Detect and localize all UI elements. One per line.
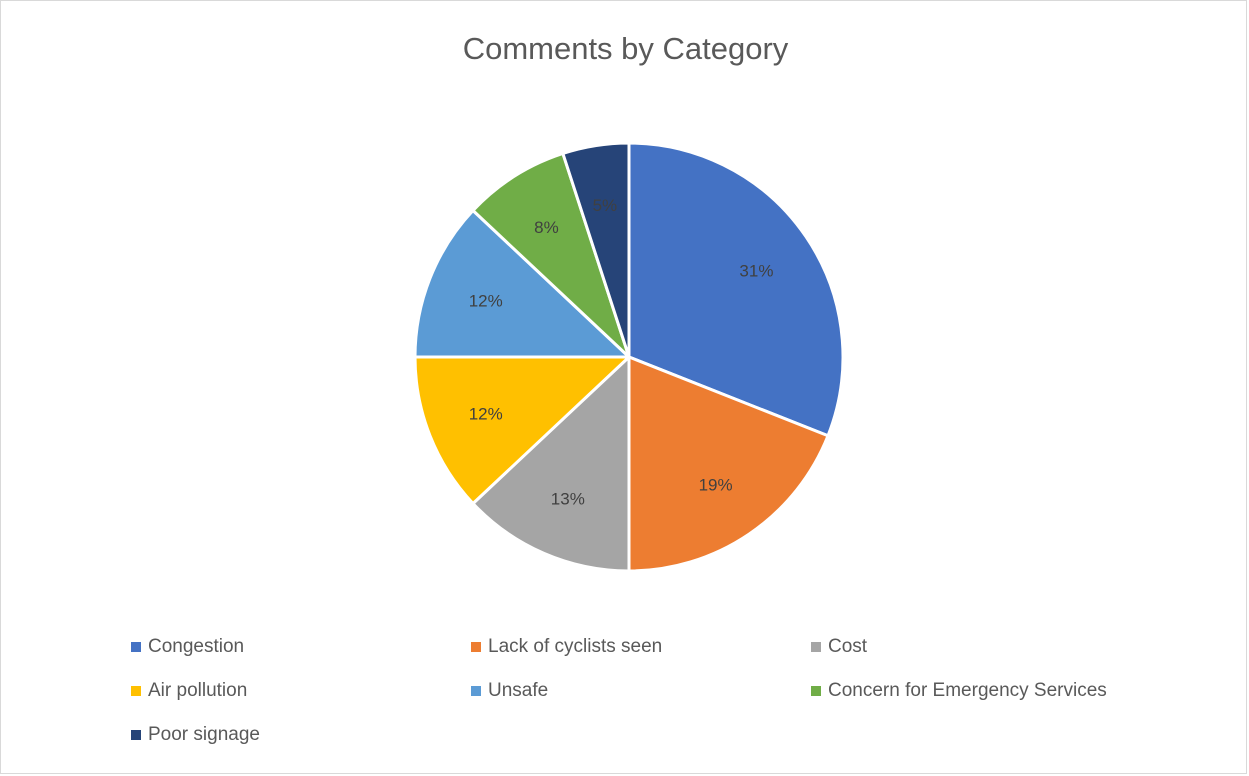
- legend-swatch: [471, 642, 481, 652]
- legend-item-congestion: Congestion: [131, 634, 244, 660]
- legend-label: Poor signage: [148, 724, 260, 745]
- legend-swatch: [811, 642, 821, 652]
- legend-swatch: [131, 730, 141, 740]
- chart-title: Comments by Category: [462, 31, 789, 66]
- pie-slice-unsafe: [413, 209, 631, 359]
- data-label-lack-of-cyclists-seen: 19%: [699, 475, 733, 494]
- legend-swatch: [131, 642, 141, 652]
- legend-label: Unsafe: [488, 680, 549, 701]
- pie-slice-lack-of-cyclists-seen: [627, 355, 830, 573]
- legend-label: Air pollution: [148, 680, 248, 701]
- data-label-concern-for-emergency-services: 8%: [534, 218, 559, 237]
- legend-item-air-pollution: Air pollution: [131, 678, 247, 704]
- pie-slice-concern-for-emergency-services: [471, 151, 631, 359]
- legend-label: Cost: [828, 636, 868, 657]
- data-label-poor-signage: 5%: [593, 196, 618, 215]
- legend-label: Lack of cyclists seen: [488, 636, 663, 657]
- legend-item-poor-signage: Poor signage: [131, 722, 260, 748]
- legend-swatch: [131, 686, 141, 696]
- legend-item-lack-of-cyclists-seen: Lack of cyclists seen: [471, 634, 662, 660]
- legend-swatch: [471, 686, 481, 696]
- legend-item-cost: Cost: [811, 634, 867, 660]
- data-label-cost: 13%: [551, 489, 585, 508]
- legend-label: Congestion: [148, 636, 245, 657]
- legend-item-unsafe: Unsafe: [471, 678, 548, 704]
- data-label-congestion: 31%: [739, 261, 773, 280]
- legend-swatch: [811, 686, 821, 696]
- pie-slice-congestion: [627, 141, 845, 438]
- legend-item-concern-for-emergency-services: Concern for Emergency Services: [811, 678, 1107, 704]
- data-label-air-pollution: 12%: [469, 405, 503, 424]
- legend-label: Concern for Emergency Services: [828, 680, 1107, 701]
- pie-slice-air-pollution: [413, 355, 631, 505]
- data-label-unsafe: 12%: [469, 291, 503, 310]
- pie-slice-cost: [471, 355, 631, 573]
- pie-slice-poor-signage: [561, 141, 631, 359]
